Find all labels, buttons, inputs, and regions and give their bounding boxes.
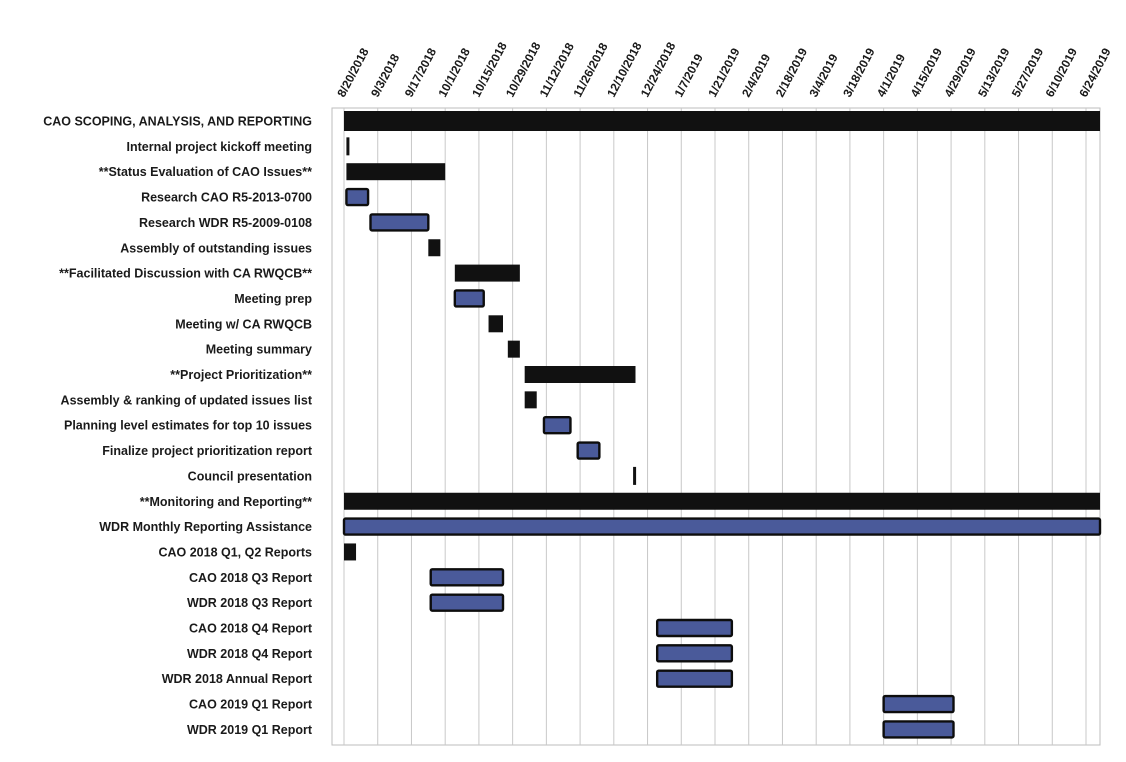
- task-bar: [369, 213, 430, 232]
- task-bar: [345, 187, 370, 207]
- task-bar: [882, 720, 955, 739]
- task-label: Assembly of outstanding issues: [120, 241, 312, 255]
- task-label: WDR 2018 Annual Report: [162, 672, 313, 686]
- date-tick-label: 3/18/2019: [840, 45, 878, 99]
- summary-bar: [344, 543, 357, 561]
- task-bar: [576, 441, 601, 460]
- date-tick-label: 5/27/2019: [1009, 45, 1047, 99]
- date-tick-label: 5/13/2019: [975, 45, 1013, 99]
- task-bars: [342, 111, 1102, 739]
- task-bar: [342, 517, 1102, 536]
- task-label: Meeting prep: [234, 292, 312, 306]
- task-label: Internal project kickoff meeting: [127, 140, 312, 154]
- date-tick-label: 4/29/2019: [941, 45, 979, 99]
- task-label: WDR 2018 Q4 Report: [187, 647, 313, 661]
- task-bar: [655, 618, 734, 638]
- task-bar: [655, 644, 734, 663]
- task-label: **Monitoring and Reporting**: [140, 495, 312, 509]
- summary-bar: [488, 315, 503, 333]
- task-label: Research CAO R5-2013-0700: [141, 191, 312, 205]
- date-tick-label: 2/18/2019: [773, 45, 811, 99]
- task-label: CAO SCOPING, ANALYSIS, AND REPORTING: [43, 115, 312, 129]
- task-label: Meeting w/ CA RWQCB: [175, 317, 312, 331]
- date-tick-label: 8/20/2018: [334, 45, 372, 99]
- summary-bar: [346, 163, 446, 181]
- task-label: **Project Prioritization**: [170, 368, 312, 382]
- task-bar: [429, 568, 505, 587]
- summary-bar: [507, 340, 520, 358]
- task-labels: CAO SCOPING, ANALYSIS, AND REPORTING Inte…: [43, 115, 313, 737]
- milestone-mark: [346, 137, 350, 156]
- date-tick-label: 1/21/2019: [705, 45, 743, 99]
- task-bar: [542, 416, 572, 435]
- date-tick-label: 2/4/2019: [739, 51, 773, 99]
- task-label: CAO 2018 Q3 Report: [189, 571, 313, 585]
- task-bar: [453, 289, 485, 308]
- summary-bar: [524, 366, 636, 383]
- plot-frame: [331, 107, 1101, 746]
- date-tick-label: 10/1/2018: [435, 45, 473, 99]
- summary-bar: [454, 264, 520, 282]
- task-label: WDR 2018 Q3 Report: [187, 596, 313, 610]
- date-tick-label: 6/24/2019: [1076, 45, 1114, 99]
- task-label: Council presentation: [188, 469, 312, 483]
- date-tick-label: 4/15/2019: [908, 45, 946, 99]
- task-label: **Status Evaluation of CAO Issues**: [99, 165, 312, 179]
- summary-bar: [344, 111, 1100, 131]
- date-tick-label: 1/7/2019: [672, 51, 706, 99]
- task-bar: [429, 593, 505, 612]
- task-label: WDR Monthly Reporting Assistance: [99, 520, 312, 534]
- date-tick-label: 9/3/2018: [368, 51, 402, 99]
- summary-bar: [428, 239, 441, 257]
- grid-layer: [331, 107, 1101, 746]
- task-label: CAO 2018 Q4 Report: [189, 622, 313, 636]
- date-tick-label: 4/1/2019: [874, 51, 908, 99]
- task-bar: [882, 694, 955, 714]
- task-label: WDR 2019 Q1 Report: [187, 723, 313, 737]
- task-label: CAO 2018 Q1, Q2 Reports: [158, 545, 312, 559]
- summary-bar: [344, 492, 1100, 510]
- date-tick-label: 6/10/2019: [1043, 45, 1081, 99]
- date-tick-label: 3/4/2019: [806, 51, 840, 99]
- task-label: Finalize project prioritization report: [102, 444, 313, 458]
- task-label: Research WDR R5-2009-0108: [139, 216, 312, 230]
- task-label: Meeting summary: [206, 343, 312, 357]
- task-label: **Facilitated Discussion with CA RWQCB**: [59, 267, 312, 281]
- date-tick-label: 9/17/2018: [402, 45, 440, 99]
- task-label: CAO 2019 Q1 Report: [189, 698, 313, 712]
- milestone-mark: [633, 466, 637, 485]
- task-label: Assembly & ranking of updated issues lis…: [61, 393, 313, 407]
- task-label: Planning level estimates for top 10 issu…: [64, 419, 312, 433]
- summary-bar: [524, 391, 537, 409]
- task-bar: [655, 669, 734, 688]
